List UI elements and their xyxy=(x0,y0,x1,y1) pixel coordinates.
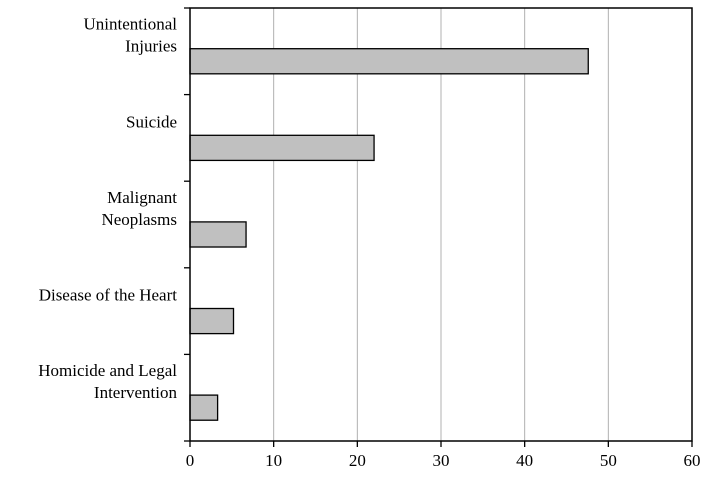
bar-0 xyxy=(189,48,589,75)
x-tick-label-60: 60 xyxy=(684,451,701,470)
bar-1 xyxy=(189,134,375,162)
category-label-1-line-0: Suicide xyxy=(126,112,177,131)
bar-3 xyxy=(189,307,235,335)
x-tick-label-40: 40 xyxy=(516,451,533,470)
x-tick-label-50: 50 xyxy=(600,451,617,470)
category-label-0-line-0: Unintentional xyxy=(84,15,178,34)
category-label-3-line-0: Disease of the Heart xyxy=(39,286,178,305)
category-label-4-line-1: Intervention xyxy=(94,383,178,402)
bar-4 xyxy=(189,394,219,421)
x-tick-label-0: 0 xyxy=(186,451,195,470)
x-tick-label-20: 20 xyxy=(349,451,366,470)
category-label-4-line-0: Homicide and Legal xyxy=(38,361,177,380)
x-tick-label-10: 10 xyxy=(265,451,282,470)
bar-2 xyxy=(189,221,247,248)
category-label-0-line-1: Injuries xyxy=(125,37,177,56)
x-tick-label-30: 30 xyxy=(433,451,450,470)
category-label-2-line-0: Malignant xyxy=(107,188,177,207)
category-label-2-line-1: Neoplasms xyxy=(101,210,177,229)
